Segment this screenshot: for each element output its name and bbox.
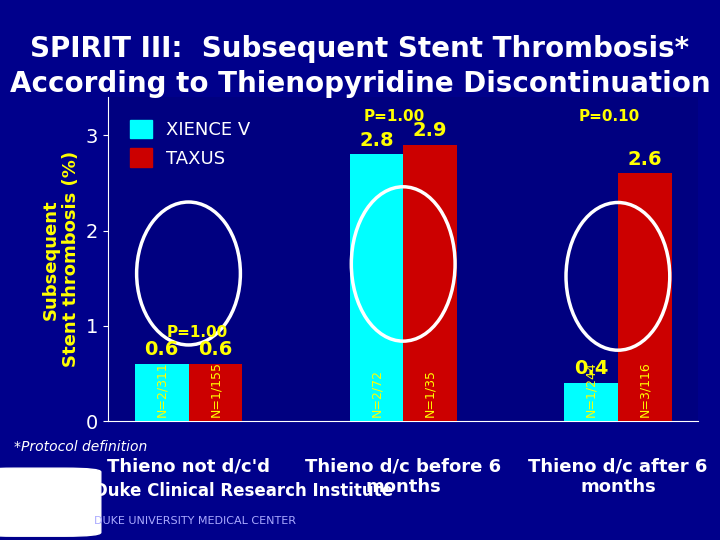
Bar — [618, 173, 672, 421]
Text: P=0.10: P=0.10 — [578, 109, 639, 124]
Text: N=1/35: N=1/35 — [423, 369, 436, 417]
Text: According to Thienopyridine Discontinuation: According to Thienopyridine Discontinuat… — [9, 70, 711, 98]
FancyBboxPatch shape — [0, 468, 101, 536]
Y-axis label: Subsequent
Stent thrombosis (%): Subsequent Stent thrombosis (%) — [42, 151, 81, 367]
Legend: XIENCE V, TAXUS: XIENCE V, TAXUS — [123, 113, 258, 175]
Text: N=3/116: N=3/116 — [638, 362, 651, 417]
Bar — [564, 383, 618, 421]
Text: Duke Clinical Research Institute: Duke Clinical Research Institute — [94, 482, 392, 500]
Text: 0.4: 0.4 — [574, 359, 608, 379]
Text: N=1/155: N=1/155 — [209, 361, 222, 417]
Text: DUKE UNIVERSITY MEDICAL CENTER: DUKE UNIVERSITY MEDICAL CENTER — [94, 516, 296, 526]
Text: SPIRIT III:  Subsequent Stent Thrombosis*: SPIRIT III: Subsequent Stent Thrombosis* — [30, 35, 690, 63]
Bar — [403, 145, 457, 421]
Text: N=2/311: N=2/311 — [156, 362, 168, 417]
Text: 0.6: 0.6 — [198, 340, 233, 359]
Text: Thieno d/c after 6
months: Thieno d/c after 6 months — [528, 457, 708, 496]
Text: 2.9: 2.9 — [413, 121, 447, 140]
Text: 2.6: 2.6 — [627, 150, 662, 168]
Text: 0.6: 0.6 — [145, 340, 179, 359]
Bar — [349, 154, 403, 421]
Text: Thieno d/c before 6
months: Thieno d/c before 6 months — [305, 457, 501, 496]
Text: P=1.00: P=1.00 — [364, 109, 425, 124]
Text: N=1/244: N=1/244 — [585, 362, 598, 417]
Text: P=1.00: P=1.00 — [167, 325, 228, 340]
Text: 2.8: 2.8 — [359, 131, 394, 150]
Text: *Protocol definition: *Protocol definition — [14, 440, 148, 454]
Text: Thieno not d/c'd: Thieno not d/c'd — [107, 457, 270, 475]
Text: N=2/72: N=2/72 — [370, 369, 383, 417]
Bar — [189, 364, 242, 421]
Bar — [135, 364, 189, 421]
